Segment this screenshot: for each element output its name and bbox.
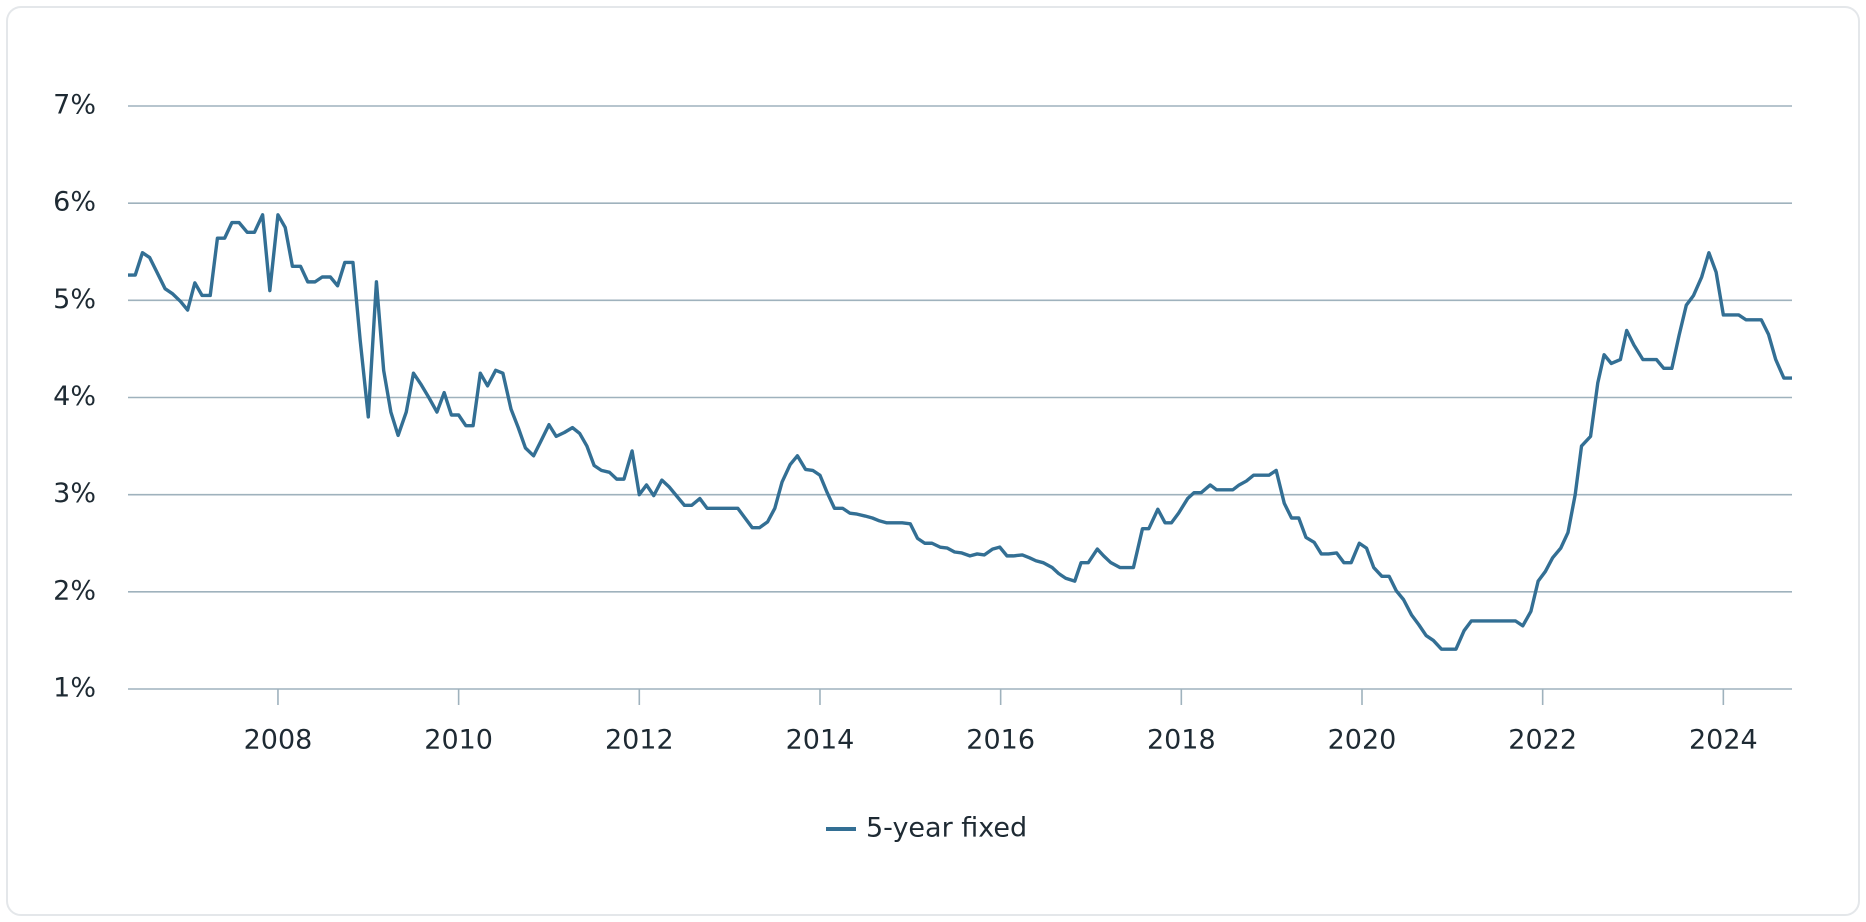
y-tick-label: 5%	[53, 284, 96, 315]
y-tick-label: 4%	[53, 381, 96, 412]
y-tick-label: 3%	[53, 478, 96, 509]
line	[128, 213, 1792, 651]
x-tick-label: 2018	[1147, 725, 1216, 756]
y-tick-label: 7%	[53, 90, 96, 121]
x-tick-label: 2020	[1328, 725, 1397, 756]
y-tick-label: 6%	[53, 187, 96, 218]
x-tick-label: 2010	[424, 725, 493, 756]
x-tick-label: 2024	[1689, 725, 1758, 756]
x-tick-label: 2022	[1508, 725, 1577, 756]
x-tick-label: 2008	[244, 725, 313, 756]
x-tick-label: 2012	[605, 725, 674, 756]
y-tick-label: 2%	[53, 575, 96, 606]
x-tick-label: 2016	[966, 725, 1035, 756]
y-tick-label: 1%	[53, 673, 96, 704]
card	[6, 6, 1860, 916]
x-tick-label: 2014	[786, 725, 855, 756]
legend-label: 5-year fixed	[866, 813, 1027, 844]
